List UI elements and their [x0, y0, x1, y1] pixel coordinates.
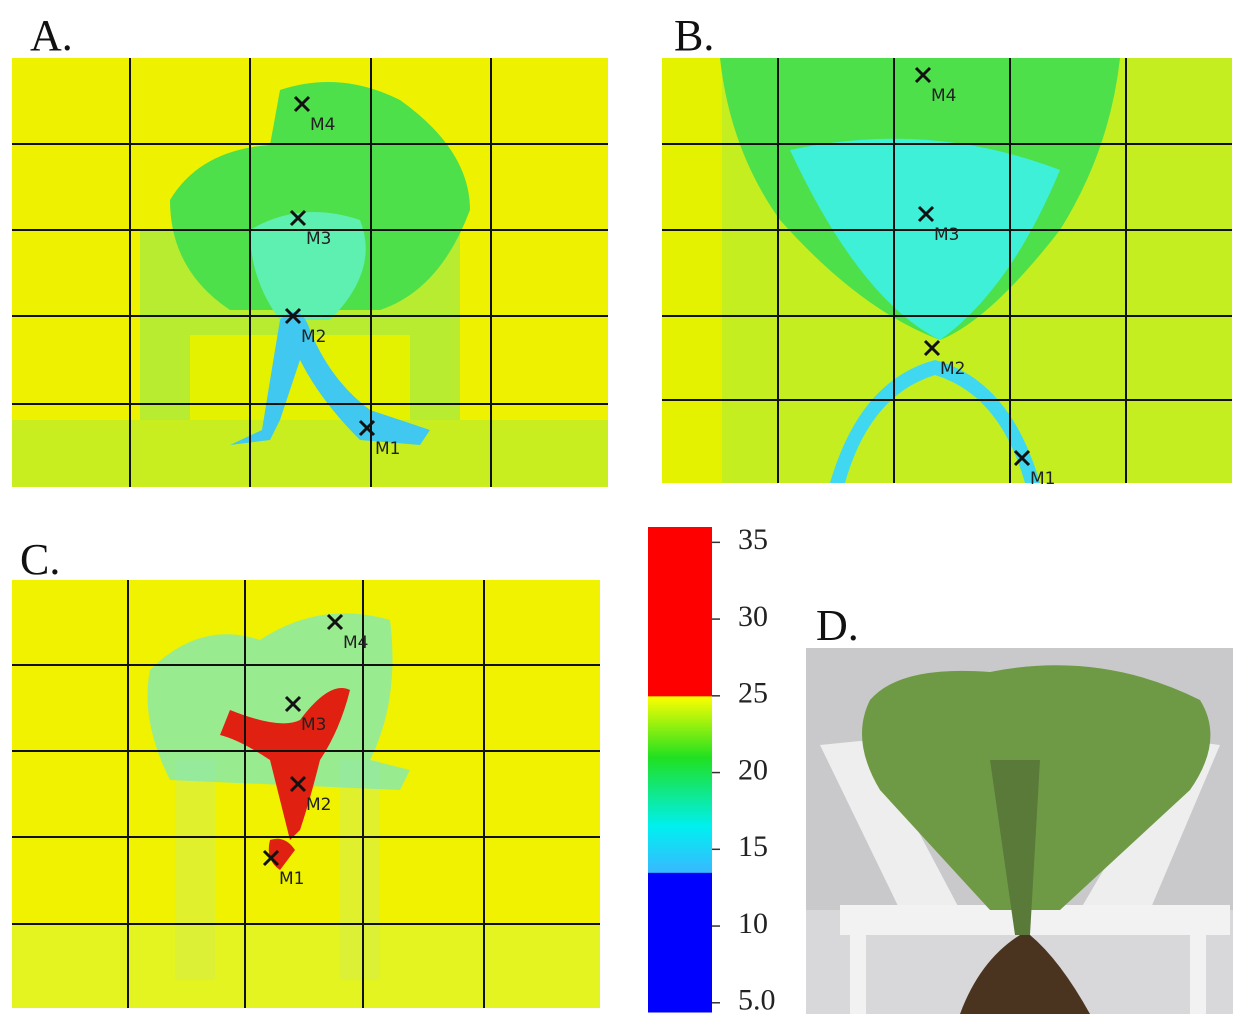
- colorbar-segment: [648, 872, 712, 1012]
- colorbar-segment: [648, 757, 712, 827]
- colorbar-tick-label: 30: [738, 600, 768, 633]
- colorbar-tick-label: 15: [738, 830, 768, 863]
- marker-label: M2: [306, 795, 331, 815]
- colorbar: 35 30 25 20 15 10 5.0: [648, 523, 776, 1014]
- thermal-image-c: [12, 580, 600, 1008]
- panel-label: A.: [30, 11, 73, 60]
- marker-label: M4: [310, 115, 335, 135]
- marker-label: M3: [306, 229, 331, 249]
- marker-label: M3: [934, 225, 959, 245]
- colorbar-tick-label: 35: [738, 523, 768, 556]
- marker-label: M4: [931, 86, 956, 106]
- marker-label: M1: [375, 439, 400, 459]
- colorbar-tick-label: 25: [738, 677, 768, 710]
- panel-label: B.: [674, 11, 714, 60]
- colorbar-segment: [648, 826, 712, 873]
- marker-label: M1: [1030, 469, 1055, 489]
- colorbar-tick-label: 10: [738, 907, 768, 940]
- marker-label: M2: [301, 327, 326, 347]
- figure: M4M3M2M1M4M3M2M1M4M3M2M1 A. B. C. D. 353…: [0, 0, 1233, 1014]
- panel-label: D.: [816, 601, 859, 650]
- marker-label: M2: [940, 359, 965, 379]
- panel-label: C.: [20, 535, 60, 584]
- colorbar-tick-label: 20: [738, 753, 768, 786]
- marker-label: M3: [301, 715, 326, 735]
- thermal-image-b: [662, 58, 1232, 483]
- colorbar-segment: [648, 696, 712, 758]
- marker-label: M4: [343, 633, 368, 653]
- colorbar-tick-label: 5.0: [738, 984, 776, 1014]
- marker-label: M1: [279, 869, 304, 889]
- colorbar-segment: [648, 527, 712, 696]
- lettuce-photo: [806, 648, 1233, 1014]
